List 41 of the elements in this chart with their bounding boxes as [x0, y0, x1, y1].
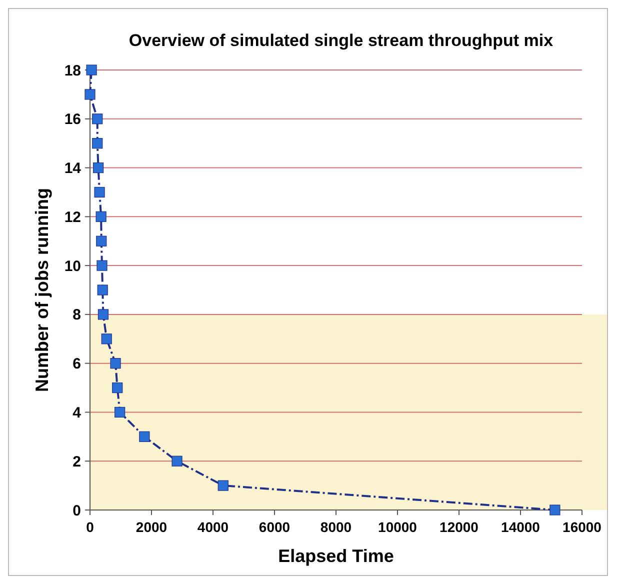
point — [94, 186, 105, 198]
y-tick-label: 6 — [72, 356, 81, 373]
point — [550, 504, 560, 516]
point — [101, 334, 112, 344]
y-tick-label: 10 — [64, 258, 81, 275]
point — [97, 284, 108, 296]
point — [114, 406, 126, 418]
x-tick-label: 4000 — [197, 519, 229, 535]
x-tick-label: 16000 — [562, 519, 602, 535]
x-tick-label: 10000 — [378, 519, 418, 535]
y-tick-label: 4 — [72, 404, 82, 422]
point — [92, 114, 103, 124]
point — [98, 309, 109, 320]
point — [172, 456, 182, 466]
point — [139, 431, 150, 442]
y-tick-label: 16 — [64, 111, 81, 128]
x-axis-title: Elapsed Time — [278, 546, 394, 566]
x-tick-label: 12000 — [440, 519, 479, 535]
point — [84, 89, 96, 100]
point — [110, 358, 121, 369]
point — [93, 162, 104, 174]
point — [92, 138, 103, 149]
point — [96, 236, 107, 246]
chart-title: Overview of simulated single stream throughput mix — [128, 31, 554, 50]
y-tick-label: 14 — [64, 160, 82, 178]
point — [112, 382, 123, 394]
point — [96, 260, 108, 271]
x-tick-label: 0 — [86, 519, 94, 535]
y-tick-label: 8 — [72, 306, 81, 324]
x-tick-label: 8000 — [320, 519, 352, 535]
y-tick-label: 12 — [64, 208, 81, 226]
y-axis-title: Number of jobs running — [32, 188, 52, 392]
y-tick-label: 18 — [64, 62, 81, 80]
point — [86, 64, 97, 76]
point — [96, 211, 106, 222]
x-tick-label: 14000 — [501, 519, 540, 535]
y-tick-label: 2 — [72, 453, 81, 470]
x-tick-label: 6000 — [258, 519, 290, 535]
y-tick-label: 0 — [72, 502, 81, 520]
x-tick-label: 2000 — [136, 519, 168, 535]
point — [218, 480, 228, 491]
